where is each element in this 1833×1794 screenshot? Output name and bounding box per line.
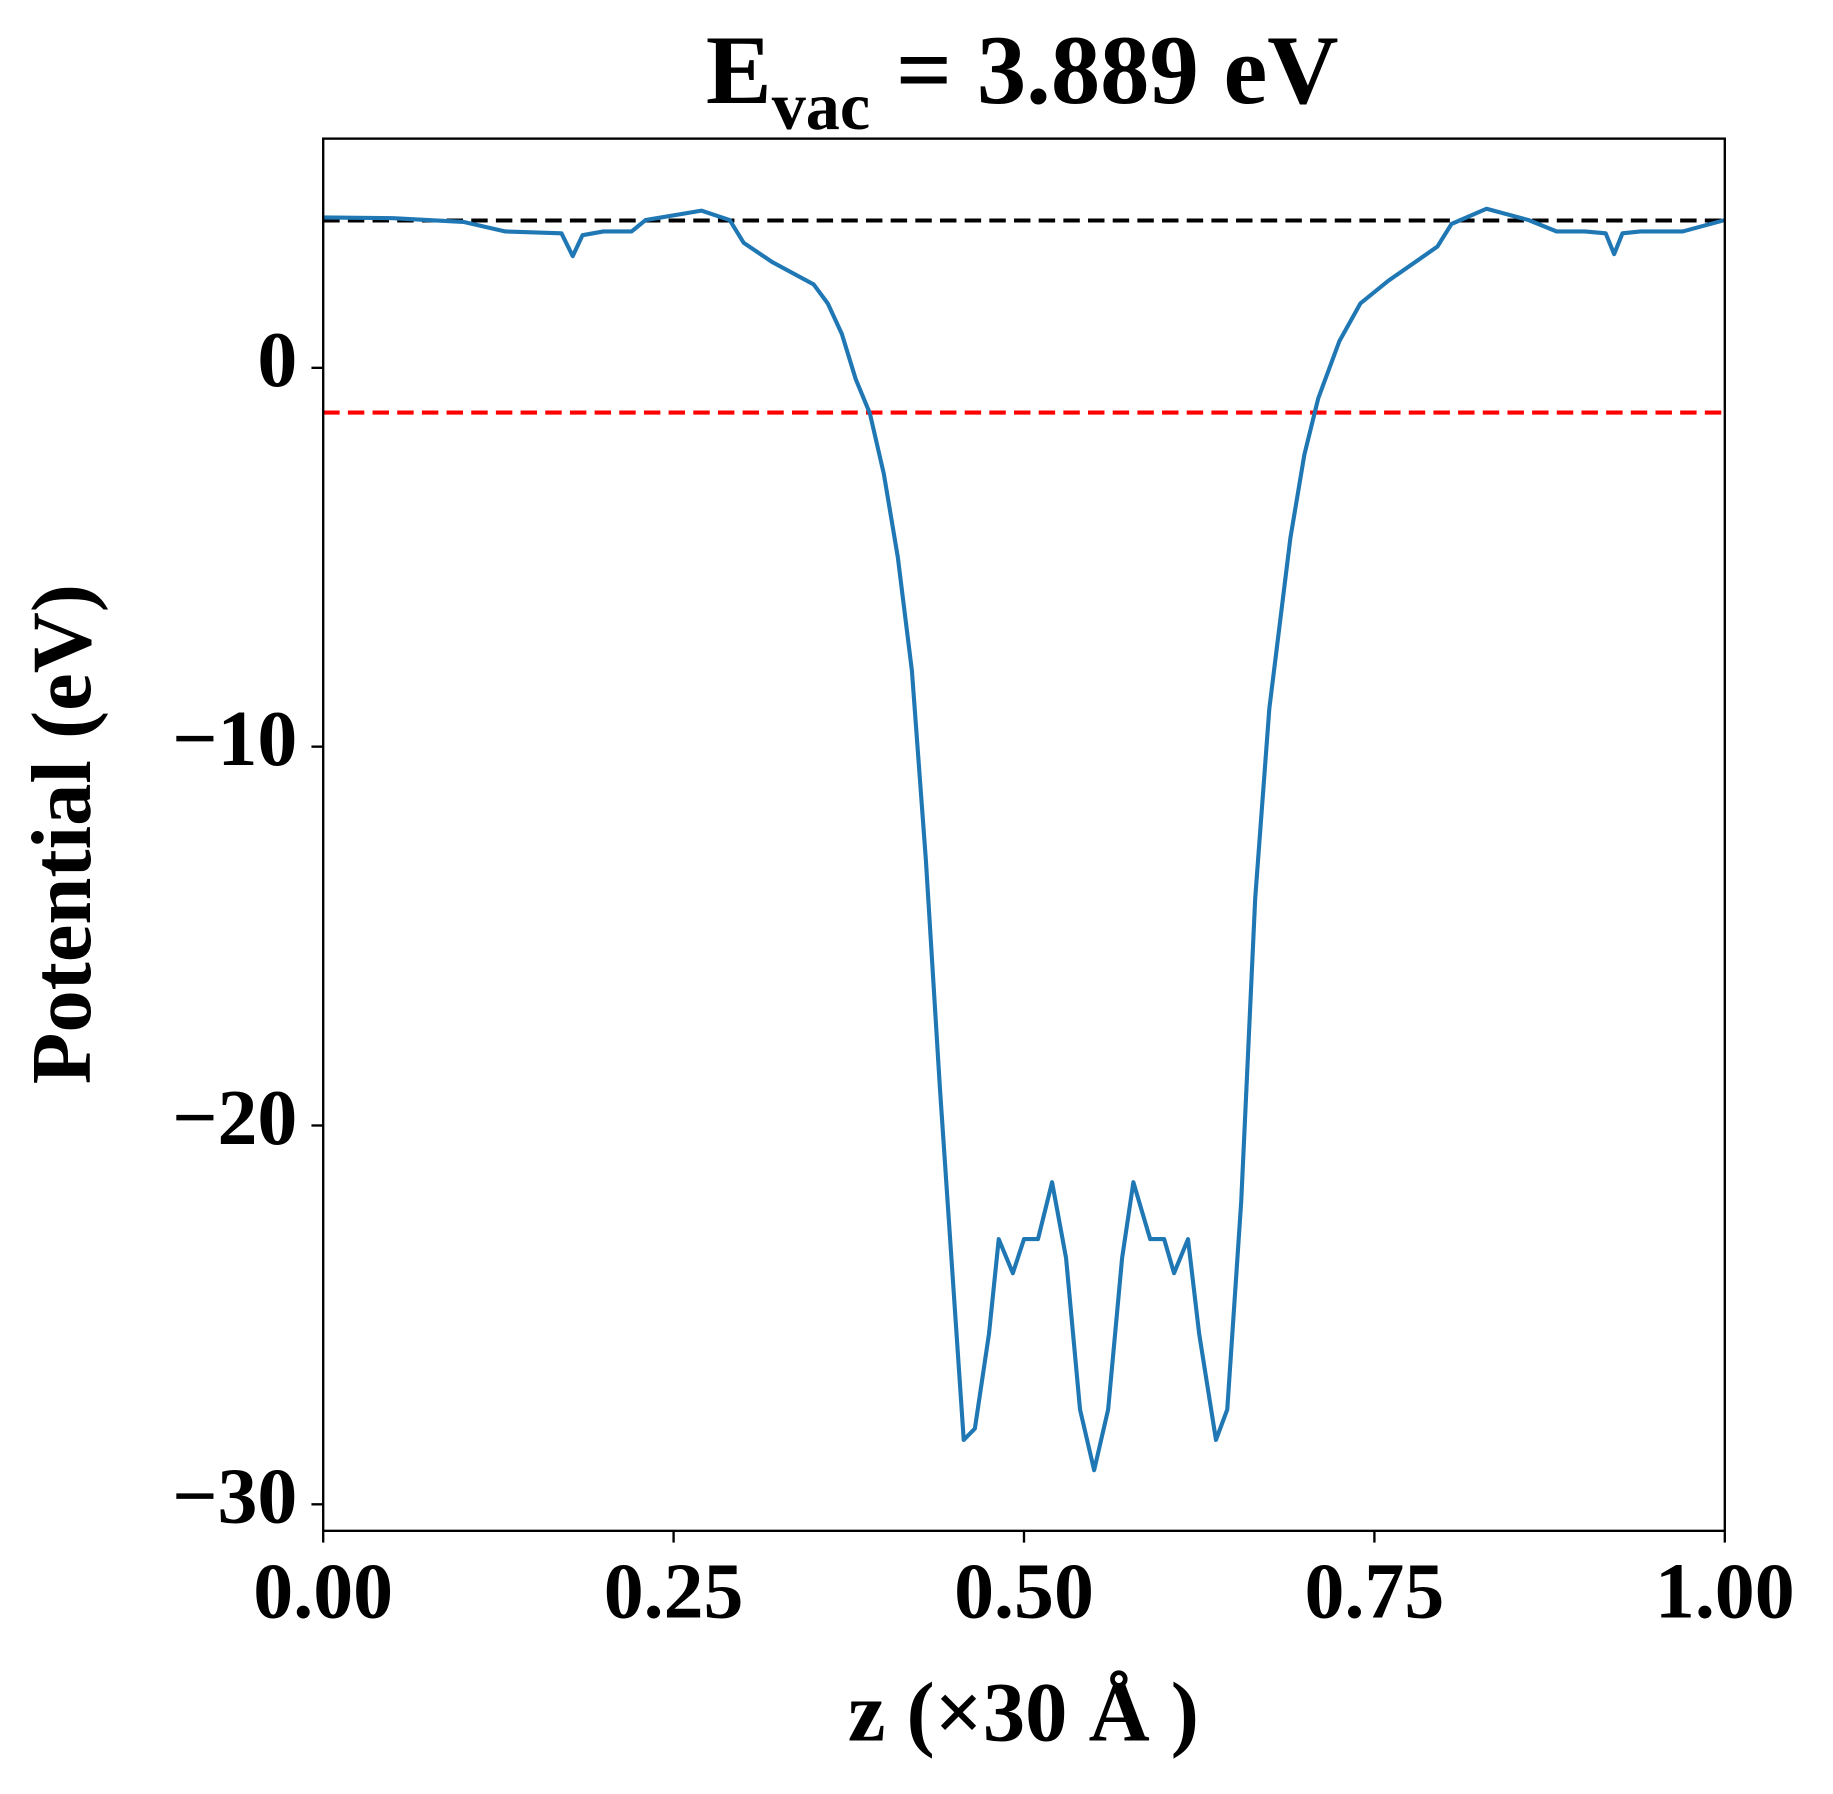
- x-tick-label: 0.75: [1305, 1547, 1445, 1635]
- plot-frame: [322, 137, 1726, 1533]
- data-line: [323, 206, 1726, 1473]
- title-rest: = 3.889 eV: [896, 16, 1339, 125]
- y-tick-label: −10: [172, 695, 297, 783]
- title-subscript: vac: [772, 67, 870, 143]
- chart-title: Evac = 3.889 eV: [706, 16, 1339, 144]
- y-tick-label: 0: [257, 316, 297, 404]
- x-tick-label: 0.50: [954, 1547, 1094, 1635]
- x-tick-label: 0.00: [253, 1547, 393, 1635]
- x-tick-label: 0.25: [604, 1547, 744, 1635]
- y-tick-label: −30: [172, 1453, 297, 1541]
- y-tick-label: −20: [172, 1074, 297, 1162]
- y-axis-label: Potential (eV): [16, 584, 109, 1084]
- x-tick-label: 1.00: [1655, 1547, 1795, 1635]
- x-axis-label: z (×30 Å ): [848, 1667, 1199, 1760]
- title-main: E: [706, 16, 772, 125]
